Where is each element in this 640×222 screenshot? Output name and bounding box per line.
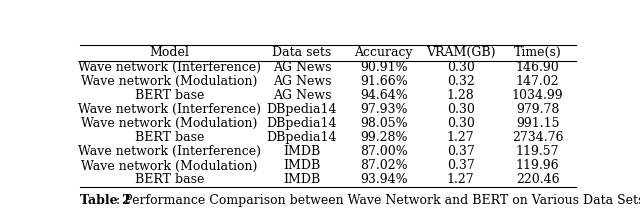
Text: AG News: AG News bbox=[273, 75, 332, 88]
Text: : Performance Comparison between Wave Network and BERT on Various Data Sets: : Performance Comparison between Wave Ne… bbox=[116, 194, 640, 207]
Text: 119.57: 119.57 bbox=[516, 145, 559, 159]
Text: 147.02: 147.02 bbox=[516, 75, 559, 88]
Text: 1.28: 1.28 bbox=[447, 89, 474, 102]
Text: Wave network (Interference): Wave network (Interference) bbox=[78, 103, 260, 116]
Text: 979.78: 979.78 bbox=[516, 103, 559, 116]
Text: 99.28%: 99.28% bbox=[360, 131, 408, 145]
Text: BERT base: BERT base bbox=[134, 131, 204, 145]
Text: 1034.99: 1034.99 bbox=[512, 89, 563, 102]
Text: IMDB: IMDB bbox=[284, 173, 321, 186]
Text: AG News: AG News bbox=[273, 89, 332, 102]
Text: AG News: AG News bbox=[273, 61, 332, 74]
Text: 0.30: 0.30 bbox=[447, 103, 475, 116]
Text: 94.64%: 94.64% bbox=[360, 89, 408, 102]
Text: 91.66%: 91.66% bbox=[360, 75, 408, 88]
Text: 0.37: 0.37 bbox=[447, 159, 474, 172]
Text: Wave network (Interference): Wave network (Interference) bbox=[78, 145, 260, 159]
Text: 220.46: 220.46 bbox=[516, 173, 559, 186]
Text: IMDB: IMDB bbox=[284, 145, 321, 159]
Text: DBpedia14: DBpedia14 bbox=[267, 103, 337, 116]
Text: 93.94%: 93.94% bbox=[360, 173, 408, 186]
Text: DBpedia14: DBpedia14 bbox=[267, 117, 337, 130]
Text: Wave network (Interference): Wave network (Interference) bbox=[78, 61, 260, 74]
Text: 87.00%: 87.00% bbox=[360, 145, 408, 159]
Text: BERT base: BERT base bbox=[134, 173, 204, 186]
Text: DBpedia14: DBpedia14 bbox=[267, 131, 337, 145]
Text: Model: Model bbox=[149, 46, 189, 59]
Text: 2734.76: 2734.76 bbox=[512, 131, 563, 145]
Text: BERT base: BERT base bbox=[134, 89, 204, 102]
Text: 1.27: 1.27 bbox=[447, 131, 474, 145]
Text: IMDB: IMDB bbox=[284, 159, 321, 172]
Text: 97.93%: 97.93% bbox=[360, 103, 408, 116]
Text: 0.32: 0.32 bbox=[447, 75, 474, 88]
Text: 1.27: 1.27 bbox=[447, 173, 474, 186]
Text: 0.30: 0.30 bbox=[447, 61, 475, 74]
Text: Wave network (Modulation): Wave network (Modulation) bbox=[81, 117, 257, 130]
Text: Data sets: Data sets bbox=[273, 46, 332, 59]
Text: 119.96: 119.96 bbox=[516, 159, 559, 172]
Text: 87.02%: 87.02% bbox=[360, 159, 408, 172]
Text: Wave network (Modulation): Wave network (Modulation) bbox=[81, 75, 257, 88]
Text: 90.91%: 90.91% bbox=[360, 61, 408, 74]
Text: Wave network (Modulation): Wave network (Modulation) bbox=[81, 159, 257, 172]
Text: 991.15: 991.15 bbox=[516, 117, 559, 130]
Text: 146.90: 146.90 bbox=[516, 61, 559, 74]
Text: 0.37: 0.37 bbox=[447, 145, 474, 159]
Text: 0.30: 0.30 bbox=[447, 117, 475, 130]
Text: 98.05%: 98.05% bbox=[360, 117, 408, 130]
Text: VRAM(GB): VRAM(GB) bbox=[426, 46, 495, 59]
Text: Table 2: Table 2 bbox=[80, 194, 131, 207]
Text: Time(s): Time(s) bbox=[514, 46, 561, 59]
Text: Accuracy: Accuracy bbox=[355, 46, 413, 59]
